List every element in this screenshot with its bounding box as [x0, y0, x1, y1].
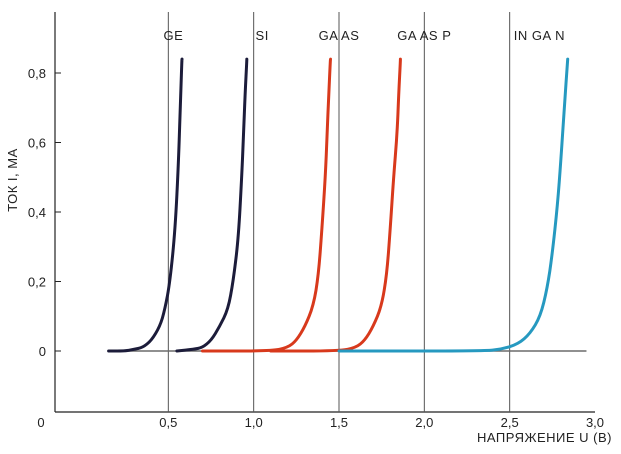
x-tick-label: 0 [37, 415, 44, 430]
series-label-ga-as-p: GA AS P [397, 28, 451, 43]
series-line-ga-as [201, 57, 332, 353]
series-label-ga-as: GA AS [319, 28, 360, 43]
x-tick-label: 2,0 [415, 415, 433, 430]
x-tick-label: 2,5 [501, 415, 519, 430]
x-tick-label: 0,5 [159, 415, 177, 430]
x-tick-label: 1,5 [330, 415, 348, 430]
x-tick-labels: 0 0,5 1,0 1,5 2,0 2,5 3,0 [37, 415, 604, 430]
x-tick-label: 3,0 [586, 415, 604, 430]
series-line-ge [107, 57, 184, 353]
y-tick-label: 0,2 [28, 275, 46, 290]
series-line-ga-as-p [269, 57, 402, 353]
y-tick-labels: 0 0,2 0,4 0,6 0,8 [28, 66, 46, 359]
chart-frame [54, 12, 595, 413]
series-label-ge: GE [164, 28, 184, 43]
series-line-si [175, 57, 249, 353]
y-tick-label: 0,8 [28, 66, 46, 81]
y-tick-label: 0 [39, 344, 46, 359]
series-label-si: SI [256, 28, 269, 43]
y-tick-label: 0,4 [28, 205, 46, 220]
y-axis-label: ТОК I, MA [5, 148, 20, 212]
y-tick-label: 0,6 [28, 136, 46, 151]
x-axis-label: НАПРЯЖЕНИЕ U (В) [477, 430, 612, 445]
series-lines [107, 57, 570, 353]
series-labels: GE SI GA AS GA AS P IN GA N [164, 28, 565, 43]
x-tick-label: 1,0 [245, 415, 263, 430]
series-label-in-ga-n: IN GA N [514, 28, 565, 43]
series-line-in-ga-n [337, 57, 570, 353]
